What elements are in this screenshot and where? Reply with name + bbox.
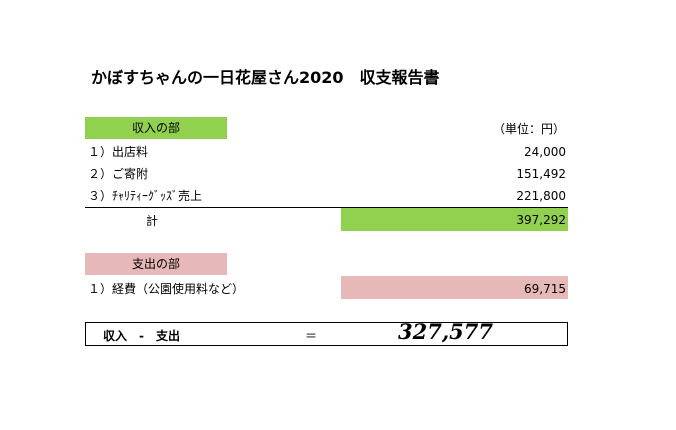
- summary-box: [85, 322, 568, 346]
- summary-label: 収入 - 支出: [103, 329, 180, 343]
- expense-section-label: 支出の部: [85, 253, 227, 275]
- expense-item-label: １）経費（公園使用料など）: [88, 282, 245, 296]
- income-item-label: ２）ご寄附: [88, 167, 149, 181]
- income-section-label: 収入の部: [85, 117, 227, 139]
- total-separator: [85, 207, 568, 208]
- income-item-value: 24,000: [524, 145, 566, 159]
- income-total-label: 計: [146, 214, 159, 228]
- unit-label: （単位：円）: [493, 122, 566, 136]
- income-total-cell: [341, 208, 568, 231]
- expense-item-value: 69,715: [524, 282, 566, 296]
- report-title: かぼすちゃんの一日花屋さん2020 収支報告書: [91, 68, 440, 87]
- income-item-value: 221,800: [516, 189, 566, 203]
- summary-value: 327,577: [398, 319, 493, 344]
- summary-equals: ＝: [305, 329, 318, 343]
- income-total-value: 397,292: [516, 213, 566, 227]
- expense-value-cell: [341, 276, 568, 299]
- income-item-label: １）出店料: [88, 145, 149, 159]
- income-item-label: ３）ﾁｬﾘﾃｨｰｸﾞｯｽﾞ売上: [88, 189, 203, 203]
- income-item-value: 151,492: [516, 167, 566, 181]
